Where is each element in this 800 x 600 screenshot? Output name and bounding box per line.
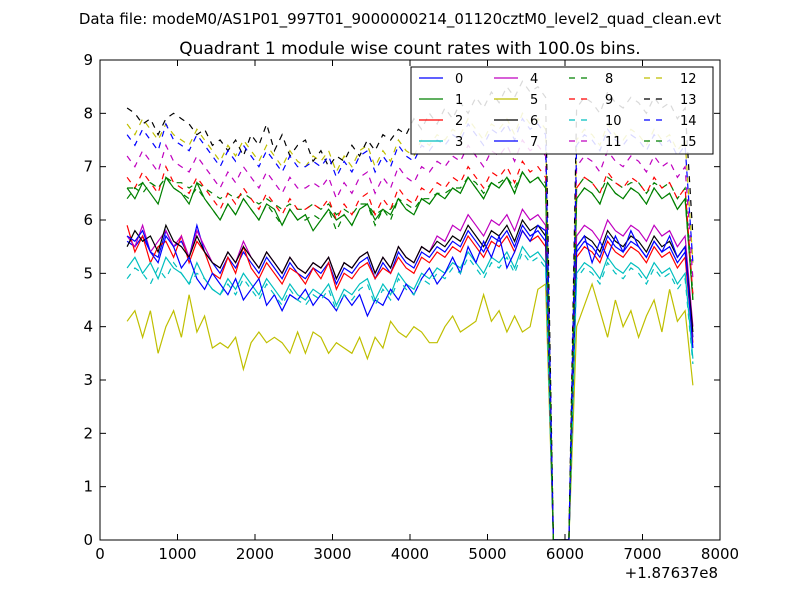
y-tick-label: 0 [83,531,93,549]
series-7-line [126,224,694,540]
series-6-line [126,218,694,540]
series-10-line [126,250,694,540]
y-tick-label: 7 [83,158,93,176]
legend-label-8: 8 [605,72,613,87]
series-3-line [126,245,694,540]
legend-label-1: 1 [455,93,463,108]
legend-label-5: 5 [530,93,538,108]
y-tick-label: 4 [83,318,93,336]
legend-label-15: 15 [680,135,697,150]
suptitle: Data file: modeM0/AS1P01_997T01_90000002… [79,10,721,29]
legend-label-0: 0 [455,72,463,87]
y-tick-label: 9 [83,51,93,69]
legend-label-12: 12 [680,72,697,87]
legend-box [410,66,714,155]
y-tick-label: 3 [83,371,93,389]
chart-title: Quadrant 1 module wise count rates with … [179,39,640,59]
x-tick-label: 8000 [701,545,739,563]
legend-label-13: 13 [680,93,697,108]
x-tick-label: 6000 [546,545,584,563]
legend-label-10: 10 [605,114,622,129]
y-tick-label: 2 [83,424,93,442]
series-11-line [126,138,694,540]
legend-label-2: 2 [455,114,463,129]
legend-label-4: 4 [530,72,538,87]
series-5-line [126,282,694,540]
x-tick-label: 7000 [623,545,661,563]
series-8-line [127,170,694,540]
x-tick-label: 1000 [158,545,196,563]
series-layer [126,80,694,540]
series-2-line [126,225,694,540]
legend-label-14: 14 [680,114,697,129]
x-tick-label: 2000 [236,545,274,563]
x-tick-label: 3000 [313,545,351,563]
legend-label-11: 11 [605,135,622,150]
axis-ticks: 0 1000 2000 3000 4000 5000 6000 7000 80000123456… [83,51,739,563]
y-tick-label: 5 [83,264,93,282]
series-15-line [126,170,694,540]
x-tick-label: 4000 [391,545,429,563]
legend-label-9: 9 [605,93,613,108]
legend-label-7: 7 [530,135,538,150]
x-tick-label: 0 [95,545,105,563]
x-tick-label: 5000 [468,545,506,563]
legend-label-6: 6 [530,114,538,129]
series-1-line [126,170,694,540]
y-tick-label: 8 [83,104,93,122]
y-tick-label: 6 [83,211,93,229]
series-0-line [126,222,694,540]
legend-label-3: 3 [455,135,463,150]
series-9-line [126,160,694,540]
series-14-line [126,117,694,540]
y-tick-label: 1 [83,478,93,496]
x-offset-label: +1.87637e8 [625,564,718,582]
